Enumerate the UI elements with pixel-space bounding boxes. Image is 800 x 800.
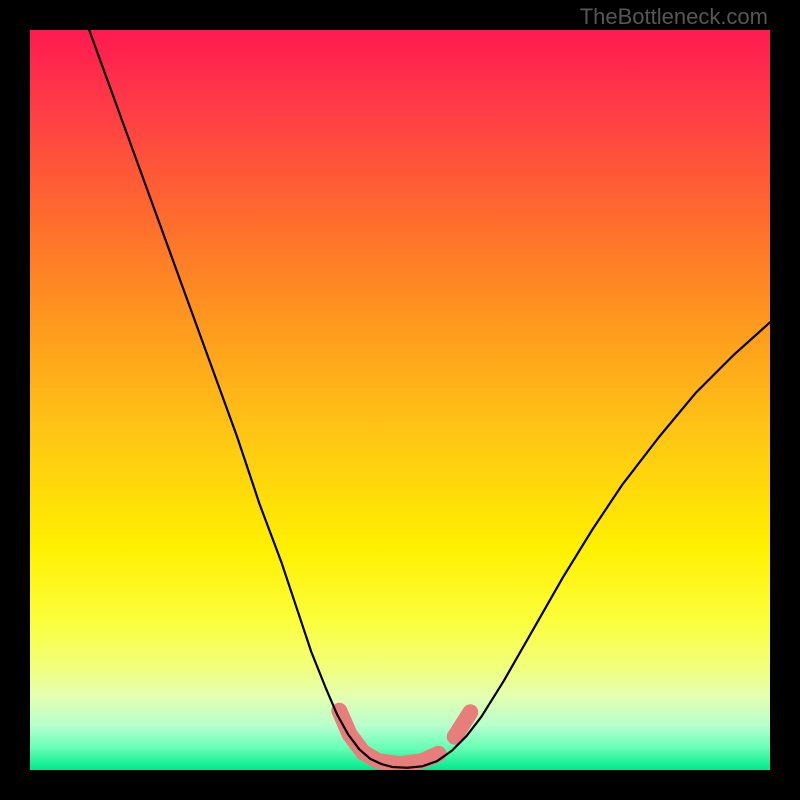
bottleneck-curve bbox=[89, 30, 770, 768]
watermark-text: TheBottleneck.com bbox=[580, 4, 768, 30]
curve-layer bbox=[30, 30, 770, 770]
chart-frame: TheBottleneck.com bbox=[0, 0, 800, 800]
plot-area bbox=[30, 30, 770, 770]
optimal-range-marker bbox=[339, 711, 438, 764]
